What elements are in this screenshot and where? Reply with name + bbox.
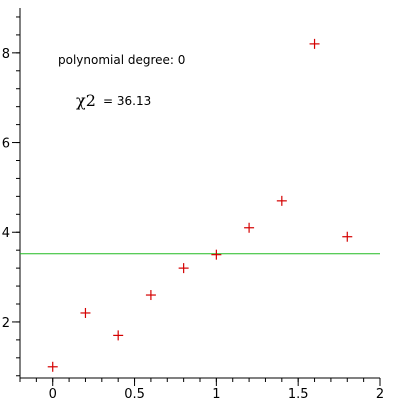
x-tick-label: 0.5 bbox=[124, 387, 145, 400]
y-ticks bbox=[12, 16, 20, 377]
x-tick-labels: 0 0.5 1 1.5 2 bbox=[49, 387, 385, 400]
data-point bbox=[80, 307, 91, 318]
x-tick-label: 0 bbox=[49, 387, 57, 400]
data-point bbox=[47, 361, 58, 372]
x-ticks bbox=[19, 378, 381, 386]
y-tick-labels: 2 4 6 8 bbox=[2, 47, 10, 331]
polynomial-degree-annotation: polynomial degree: 0 bbox=[58, 53, 185, 67]
data-point bbox=[309, 38, 320, 49]
x-tick-label: 1.5 bbox=[288, 387, 309, 400]
chi-squared-symbol: χ2 bbox=[76, 91, 96, 110]
y-tick-label: 6 bbox=[2, 137, 10, 152]
data-point bbox=[145, 290, 156, 301]
chi-squared-value: = 36.13 bbox=[103, 94, 151, 108]
y-tick-label: 4 bbox=[2, 226, 10, 241]
data-point bbox=[113, 330, 124, 341]
y-tick-label: 2 bbox=[2, 316, 10, 331]
data-point bbox=[211, 249, 222, 260]
y-tick-label: 8 bbox=[2, 47, 10, 62]
data-point bbox=[276, 195, 287, 206]
x-tick-label: 2 bbox=[376, 387, 384, 400]
x-tick-label: 1 bbox=[212, 387, 220, 400]
data-point bbox=[178, 263, 189, 274]
data-point bbox=[244, 222, 255, 233]
scatter-points bbox=[47, 38, 353, 372]
data-point bbox=[342, 231, 353, 242]
